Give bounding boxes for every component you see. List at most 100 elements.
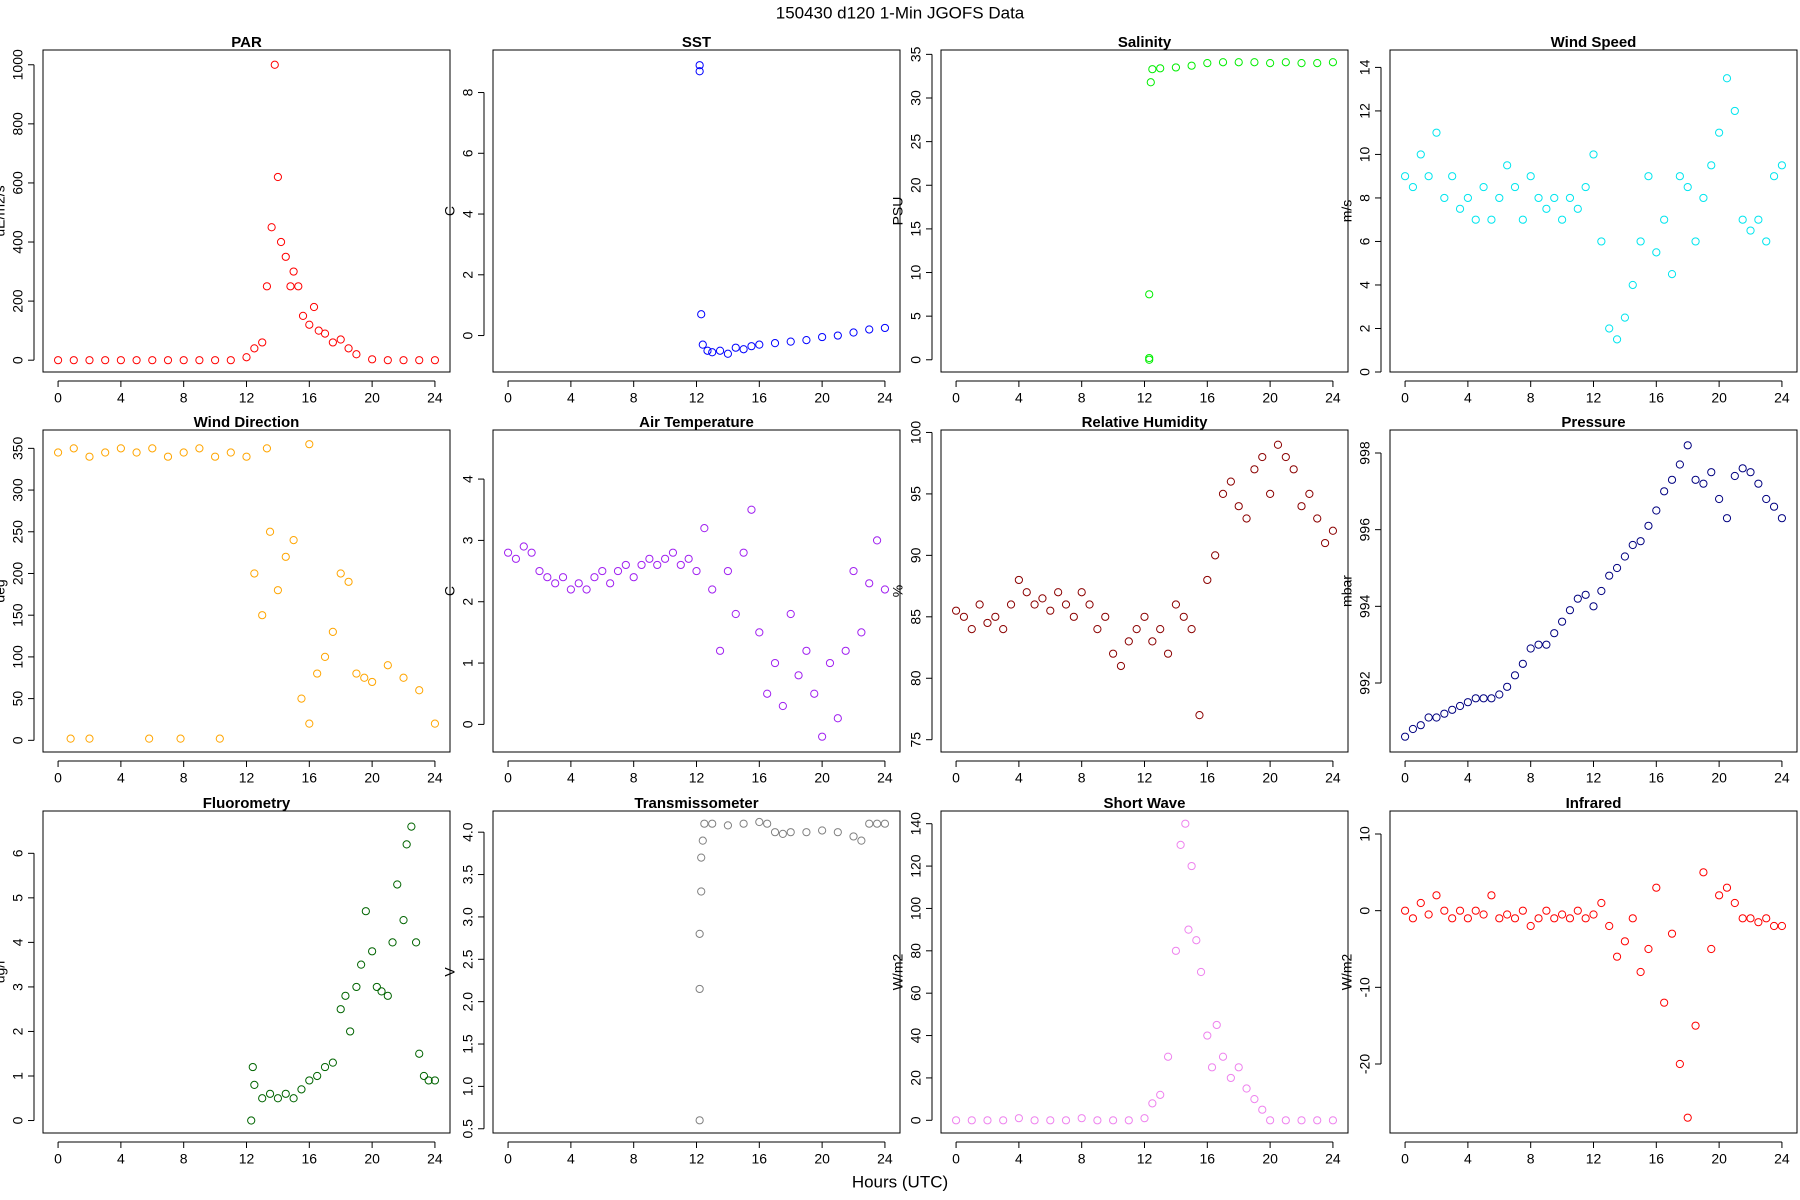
data-point <box>1550 914 1559 923</box>
x-tick-label: 20 <box>814 1151 830 1167</box>
data-point <box>1234 58 1243 67</box>
x-tick-label: 12 <box>1586 390 1602 406</box>
x-tick-label: 24 <box>877 390 893 406</box>
data-point <box>262 444 272 453</box>
data-point <box>1400 906 1410 915</box>
panel-title: Transmissometer <box>634 795 758 812</box>
data-point <box>297 1085 306 1094</box>
data-point <box>763 689 772 698</box>
data-point <box>786 337 795 346</box>
data-point <box>739 548 748 557</box>
data-point <box>1573 204 1582 213</box>
data-point <box>1636 537 1645 546</box>
data-point <box>289 267 298 276</box>
panel: Salinity PSU 0 4 8 12 16 20 24 0 5 10 15 20 25 30 35 <box>890 34 1349 406</box>
y-axis-label: uE/m2/s <box>0 185 8 236</box>
y-tick-label: 350 <box>10 436 26 460</box>
y-axis-label: PSU <box>890 197 906 226</box>
data-point <box>1266 58 1275 68</box>
data-point <box>818 826 827 835</box>
data-point <box>1448 172 1457 181</box>
data-point <box>1124 1116 1133 1125</box>
data-point <box>637 560 646 570</box>
data-point <box>1408 914 1418 923</box>
y-tick-label: 0 <box>908 356 924 364</box>
data-point <box>865 579 874 588</box>
data-point <box>1620 313 1630 322</box>
x-tick-label: 8 <box>180 770 188 786</box>
data-point <box>1526 172 1535 181</box>
data-point <box>1448 914 1457 923</box>
y-axis-label: W/m2 <box>1339 954 1355 991</box>
x-tick-label: 0 <box>54 390 62 406</box>
x-tick-label: 0 <box>1401 390 1409 406</box>
data-point <box>872 819 882 828</box>
plot-frame <box>492 429 901 753</box>
data-point <box>698 836 707 845</box>
data-point <box>1250 465 1259 474</box>
data-point <box>145 734 154 743</box>
data-point <box>697 853 706 862</box>
data-point <box>535 566 544 576</box>
data-point <box>320 1062 330 1072</box>
x-tick-label: 20 <box>1262 770 1278 786</box>
data-point <box>1628 540 1637 550</box>
data-point <box>770 658 780 668</box>
data-point <box>1699 479 1708 488</box>
data-point <box>415 686 424 695</box>
data-point <box>215 734 224 743</box>
data-point <box>305 440 314 449</box>
data-point <box>1636 967 1645 977</box>
data-point <box>1715 891 1724 900</box>
y-tick-label: -20 <box>1357 1054 1373 1074</box>
data-point <box>1297 1116 1306 1125</box>
y-tick-label: 998 <box>1357 441 1373 465</box>
data-point <box>1440 193 1449 203</box>
data-point <box>708 585 717 594</box>
data-point <box>1273 440 1283 449</box>
data-point <box>1667 475 1677 484</box>
x-tick-label: 24 <box>1774 1151 1790 1167</box>
data-point <box>1116 661 1126 671</box>
data-point <box>786 828 795 837</box>
data-point <box>1432 128 1441 137</box>
data-point <box>1589 602 1598 611</box>
y-tick-label: 80 <box>908 943 924 959</box>
y-tick-label: 8 <box>1357 194 1373 202</box>
data-point <box>399 916 408 925</box>
data-point <box>1557 215 1567 224</box>
x-tick-label: 16 <box>1649 390 1665 406</box>
x-tick-label: 8 <box>1078 390 1086 406</box>
x-tick-label: 20 <box>814 390 830 406</box>
x-tick-label: 4 <box>1015 1151 1023 1167</box>
data-point <box>372 982 381 992</box>
data-point <box>503 548 513 557</box>
x-tick-label: 20 <box>1711 770 1727 786</box>
data-point <box>1211 551 1220 560</box>
data-point <box>1660 998 1669 1007</box>
panel-title: PAR <box>231 34 262 51</box>
y-tick-label: 3.5 <box>460 865 476 885</box>
y-axis-label: V <box>442 967 458 977</box>
panel-title: Relative Humidity <box>1082 414 1209 431</box>
y-tick-label: 150 <box>10 603 26 627</box>
data-point <box>755 628 764 637</box>
panel: Pressure mbar 0 4 8 12 16 20 24 992 994 996 998 <box>1339 414 1798 786</box>
data-point <box>1565 914 1575 923</box>
data-point <box>653 560 662 570</box>
y-axis-label: mbar <box>1339 575 1355 607</box>
data-point <box>1777 921 1787 931</box>
data-point <box>1171 63 1181 72</box>
x-tick-label: 20 <box>364 390 380 406</box>
data-point <box>1226 477 1235 486</box>
data-point <box>1660 487 1669 496</box>
data-point <box>1542 640 1551 649</box>
data-point <box>1597 898 1606 908</box>
data-point <box>1281 58 1290 67</box>
x-tick-label: 24 <box>877 770 893 786</box>
data-point <box>1440 906 1449 915</box>
data-point <box>849 832 858 841</box>
data-point <box>1400 732 1410 741</box>
x-tick-label: 16 <box>1649 1151 1665 1167</box>
